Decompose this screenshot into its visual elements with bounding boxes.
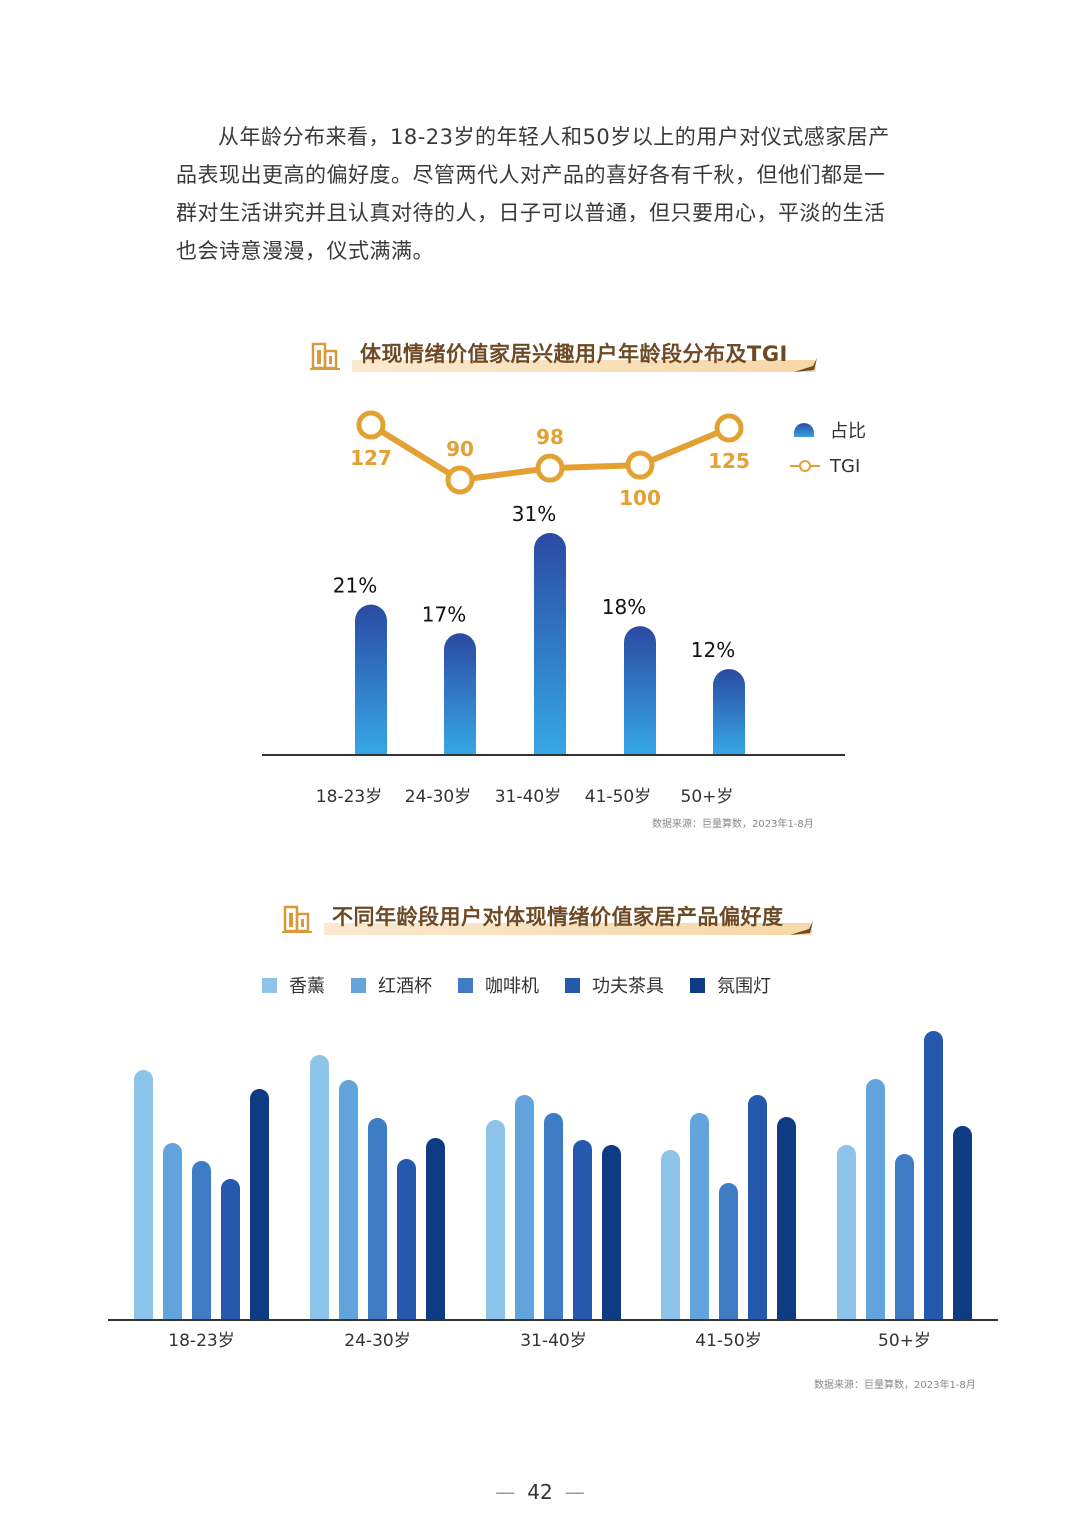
preference-bar (134, 1070, 153, 1320)
legend-item: 红酒杯 (351, 972, 432, 998)
preference-bar (602, 1145, 621, 1320)
building-icon (282, 905, 312, 933)
legend-tgi-label: TGI (830, 455, 861, 477)
legend-label: 香薰 (289, 976, 325, 997)
preference-bar (250, 1089, 269, 1320)
preference-bar (777, 1117, 796, 1320)
share-bar (624, 626, 656, 755)
chart1-title-band: 体现情绪价值家居兴趣用户年龄段分布及TGI (352, 336, 817, 374)
preference-bar (221, 1179, 240, 1320)
share-data-label: 31% (512, 502, 556, 526)
preference-bar (837, 1145, 856, 1320)
chart2-title-band: 不同年龄段用户对体现情绪价值家居产品偏好度 (324, 899, 813, 937)
chart2-legend: 香薰 红酒杯 咖啡机 功夫茶具 氛围灯 (262, 972, 797, 998)
tgi-point (714, 413, 744, 443)
chart1-legend: 占比 TGI (790, 412, 866, 484)
legend-swatch (565, 977, 580, 993)
share-bar (534, 533, 566, 755)
chart1-title-block: 体现情绪价值家居兴趣用户年龄段分布及TGI (308, 336, 817, 374)
preference-bar (426, 1138, 445, 1320)
x-tick-label: 18-23岁 (316, 787, 382, 807)
legend-bar-swatch (794, 423, 814, 437)
preference-bar (924, 1031, 943, 1320)
preference-bar (690, 1113, 709, 1320)
preference-bar (368, 1118, 387, 1320)
preference-bar (544, 1113, 563, 1320)
x-tick-label: 24-30岁 (344, 1331, 410, 1351)
tgi-point (445, 465, 475, 495)
chart2-title-block: 不同年龄段用户对体现情绪价值家居产品偏好度 (280, 899, 813, 937)
age-distribution-tgi-chart: 21% 17% 31% 18% 12% 127 90 98 100 125 18-23岁 24-3… (262, 410, 845, 807)
legend-item: 香薰 (262, 972, 325, 998)
legend-label: 咖啡机 (485, 976, 539, 997)
preference-bar (719, 1183, 738, 1320)
tgi-data-label: 127 (350, 446, 392, 470)
legend-share: 占比 (790, 412, 866, 448)
x-tick-label: 41-50岁 (695, 1331, 761, 1351)
tgi-data-label: 98 (536, 425, 564, 449)
tgi-point (356, 410, 386, 440)
legend-share-label: 占比 (830, 421, 866, 442)
legend-item: 咖啡机 (458, 972, 539, 998)
preference-bar (661, 1150, 680, 1320)
product-preference-chart: 18-23岁 24-30岁 31-40岁 41-50岁 50+岁 (108, 1031, 998, 1351)
legend-item: 氛围灯 (690, 972, 771, 998)
preference-bar (397, 1159, 416, 1320)
preference-bar (486, 1120, 505, 1320)
x-tick-label: 50+岁 (681, 787, 734, 807)
preference-bar (515, 1095, 534, 1320)
page-number: 42 (527, 1480, 553, 1504)
legend-label: 功夫茶具 (592, 976, 664, 997)
preference-bar (192, 1161, 211, 1320)
preference-bar (310, 1055, 329, 1320)
preference-bar (748, 1095, 767, 1320)
x-tick-label: 31-40岁 (495, 787, 561, 807)
chart2-source: 数据来源：巨量算数，2023年1-8月 (814, 1380, 976, 1391)
page-footer: —42— (495, 1480, 585, 1504)
preference-bar (953, 1126, 972, 1320)
legend-swatch (351, 977, 366, 993)
x-tick-label: 31-40岁 (520, 1331, 586, 1351)
preference-bar (895, 1154, 914, 1320)
preference-bar (163, 1143, 182, 1320)
x-tick-label: 41-50岁 (585, 787, 651, 807)
legend-swatch (690, 977, 705, 993)
chart2-title: 不同年龄段用户对体现情绪价值家居产品偏好度 (332, 905, 784, 929)
legend-swatch (262, 977, 277, 993)
tgi-data-label: 125 (708, 449, 750, 473)
share-bar (444, 633, 476, 755)
x-tick-label: 24-30岁 (405, 787, 471, 807)
legend-label: 氛围灯 (717, 976, 771, 997)
legend-swatch (458, 977, 473, 993)
share-data-label: 18% (602, 595, 646, 619)
x-tick-label: 18-23岁 (168, 1331, 234, 1351)
preference-bar (339, 1080, 358, 1320)
intro-paragraph: 从年龄分布来看，18-23岁的年轻人和50岁以上的用户对仪式感家居产品表现出更高… (176, 125, 890, 263)
legend-line-swatch (790, 460, 820, 472)
tgi-point (625, 450, 655, 480)
share-data-label: 21% (333, 574, 377, 598)
tgi-data-label: 100 (619, 486, 661, 510)
chart1-source: 数据来源：巨量算数，2023年1-8月 (652, 819, 814, 830)
building-icon (310, 342, 340, 370)
tgi-data-label: 90 (446, 437, 474, 461)
preference-bar (866, 1079, 885, 1320)
tgi-point (535, 453, 565, 483)
share-data-label: 17% (422, 602, 466, 626)
share-bar (355, 604, 387, 755)
x-tick-label: 50+岁 (878, 1331, 931, 1351)
chart1-title: 体现情绪价值家居兴趣用户年龄段分布及TGI (360, 342, 788, 366)
legend-item: 功夫茶具 (565, 972, 664, 998)
preference-bar (573, 1140, 592, 1320)
legend-tgi: TGI (790, 448, 866, 484)
legend-label: 红酒杯 (378, 976, 432, 997)
share-bar (713, 669, 745, 755)
share-data-label: 12% (691, 638, 735, 662)
